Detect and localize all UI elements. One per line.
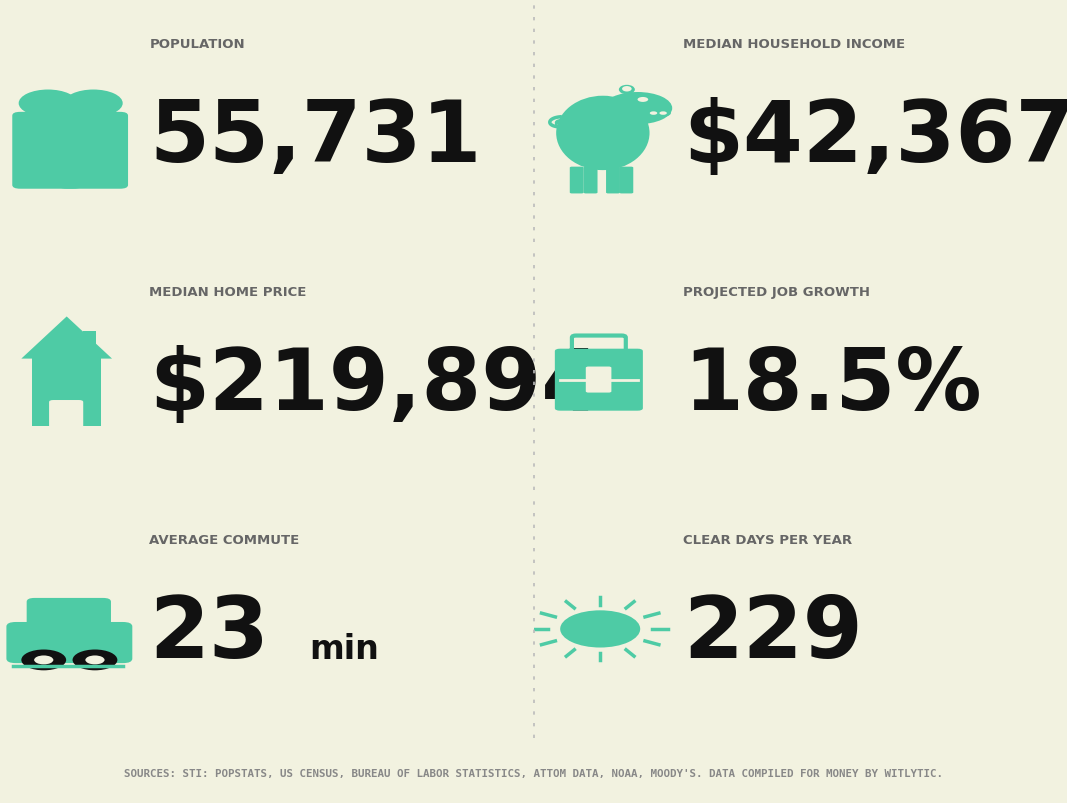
FancyBboxPatch shape [6,622,132,663]
Circle shape [85,655,105,665]
Circle shape [637,98,649,103]
Text: 229: 229 [683,593,862,675]
Text: 23: 23 [149,593,269,675]
Bar [32,358,101,426]
Text: 55,731: 55,731 [149,97,482,180]
Circle shape [18,91,78,118]
Text: $219,894: $219,894 [149,345,602,428]
Circle shape [560,610,640,648]
Text: min: min [309,633,379,666]
Circle shape [34,655,53,665]
Ellipse shape [619,86,635,95]
Circle shape [603,93,672,125]
FancyBboxPatch shape [570,168,584,194]
FancyBboxPatch shape [49,401,83,428]
Text: PROJECTED JOB GROWTH: PROJECTED JOB GROWTH [683,286,870,299]
Ellipse shape [647,109,671,118]
Text: 18.5%: 18.5% [683,345,982,428]
Circle shape [73,650,117,671]
Ellipse shape [622,87,632,92]
Polygon shape [21,317,112,359]
Circle shape [64,91,123,118]
FancyBboxPatch shape [59,112,128,190]
Text: MEDIAN HOME PRICE: MEDIAN HOME PRICE [149,286,306,299]
Ellipse shape [556,96,650,171]
Circle shape [21,650,66,671]
FancyBboxPatch shape [27,598,111,630]
Text: AVERAGE COMMUTE: AVERAGE COMMUTE [149,533,300,547]
Bar [83,332,96,357]
Text: POPULATION: POPULATION [149,38,245,51]
FancyBboxPatch shape [584,168,598,194]
FancyBboxPatch shape [619,168,634,194]
Text: $42,367: $42,367 [683,97,1067,180]
Text: MEDIAN HOUSEHOLD INCOME: MEDIAN HOUSEHOLD INCOME [683,38,905,51]
Text: SOURCES: STI: POPSTATS, US CENSUS, BUREAU OF LABOR STATISTICS, ATTOM DATA, NOAA,: SOURCES: STI: POPSTATS, US CENSUS, BUREA… [124,768,943,778]
FancyBboxPatch shape [13,112,81,190]
FancyBboxPatch shape [555,349,642,411]
Circle shape [659,112,667,116]
FancyBboxPatch shape [586,367,611,393]
Circle shape [650,112,657,116]
Text: CLEAR DAYS PER YEAR: CLEAR DAYS PER YEAR [683,533,853,547]
FancyBboxPatch shape [606,168,620,194]
